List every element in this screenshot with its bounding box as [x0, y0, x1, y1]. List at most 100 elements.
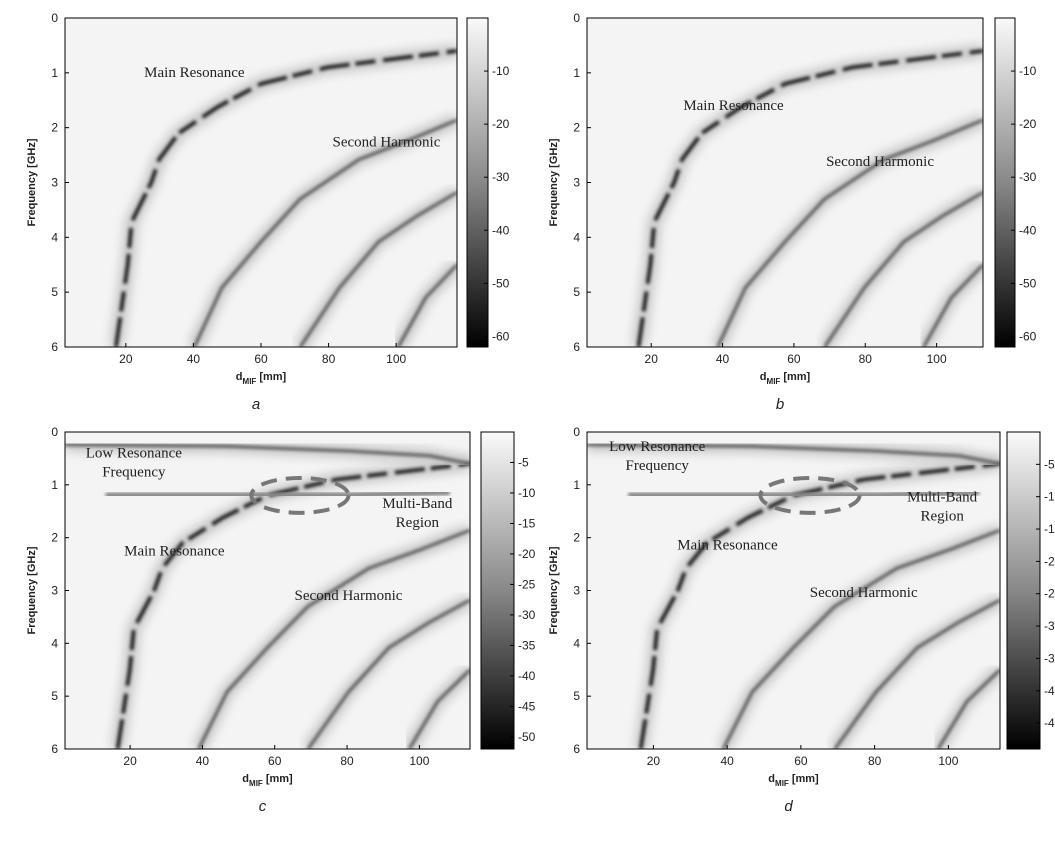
colorbar-tick-label: -50 — [1019, 276, 1037, 290]
annotation: Second Harmonic — [810, 585, 918, 601]
x-tick-label: 20 — [119, 352, 133, 366]
x-tick-label: 60 — [254, 352, 268, 366]
x-tick-label: 20 — [123, 754, 137, 768]
multi-band — [105, 489, 450, 499]
colorbar-tick-label: -10 — [518, 486, 536, 500]
ridge — [113, 48, 457, 347]
colorbar-tick-label: -10 — [1019, 64, 1037, 78]
panel-label: b — [776, 396, 784, 413]
annotation: Frequency — [102, 464, 166, 480]
colorbar-tick-label: -50 — [492, 276, 510, 290]
annotation: Region — [921, 509, 965, 525]
y-axis-label: Frequency [GHz] — [26, 546, 38, 634]
y-tick-label: 3 — [51, 176, 58, 190]
y-tick-label: 6 — [573, 340, 580, 354]
colorbar-tick-label: -40 — [492, 223, 510, 237]
x-axis-label-part: MIF — [243, 377, 257, 386]
x-tick-label: 20 — [645, 352, 659, 366]
x-axis-label-part: [mm] — [783, 371, 810, 383]
colorbar-tick-label: -15 — [518, 516, 536, 530]
x-axis-label-part: [mm] — [792, 773, 819, 785]
ridge — [306, 598, 470, 749]
x-tick-label: 60 — [268, 754, 282, 768]
annotation: Multi-Band — [382, 496, 452, 512]
ridge — [407, 668, 470, 749]
panel-label: c — [259, 798, 267, 815]
annotation: Low Resonance — [609, 439, 706, 455]
colorbar-tick-label: -5 — [518, 455, 529, 469]
multi-band — [628, 489, 980, 499]
ridge — [721, 528, 1000, 749]
y-tick-label: 0 — [573, 425, 580, 439]
colorbar-tick-label: -30 — [1044, 619, 1055, 633]
x-tick-label: 100 — [927, 352, 947, 366]
panel-label: a — [252, 396, 260, 413]
colorbar-tick-label: -20 — [1019, 117, 1037, 131]
y-axis-label: Frequency [GHz] — [26, 138, 38, 226]
ridge — [396, 263, 457, 347]
colorbar-tick-label: -25 — [1044, 587, 1055, 601]
y-axis-label: Frequency [GHz] — [548, 138, 560, 226]
colorbar-tick-label: -60 — [492, 329, 510, 343]
ridge — [833, 598, 1000, 749]
x-axis-label-part: [mm] — [259, 371, 286, 383]
colorbar-tick-label: -10 — [1044, 490, 1055, 504]
y-tick-label: 0 — [573, 11, 580, 25]
colorbar-tick-label: -40 — [1019, 223, 1037, 237]
colorbar-tick-label: -25 — [518, 577, 536, 591]
ridge — [587, 443, 1000, 466]
colorbar — [466, 17, 489, 348]
colorbar-tick-label: -35 — [518, 638, 536, 652]
x-tick-label: 80 — [868, 754, 882, 768]
y-tick-label: 1 — [51, 478, 58, 492]
annotation: Main Resonance — [124, 544, 225, 560]
y-tick-label: 4 — [573, 230, 580, 244]
annotation: Main Resonance — [683, 98, 784, 114]
y-tick-label: 0 — [51, 425, 58, 439]
ridge — [192, 118, 457, 347]
x-tick-label: 20 — [647, 754, 661, 768]
x-tick-label: 100 — [938, 754, 958, 768]
ridge — [716, 118, 983, 347]
colorbar-tick-label: -5 — [1044, 457, 1055, 471]
colorbar-tick-label: -20 — [518, 547, 536, 561]
x-axis-label-part: d — [242, 773, 249, 785]
y-tick-label: 6 — [573, 742, 580, 756]
colorbar-tick-label: -10 — [492, 64, 510, 78]
annotation: Main Resonance — [677, 537, 778, 553]
x-tick-label: 40 — [716, 352, 730, 366]
y-tick-label: 3 — [573, 584, 580, 598]
x-axis-label-part: d — [760, 371, 767, 383]
x-tick-label: 100 — [409, 754, 429, 768]
ridge — [197, 528, 470, 749]
colorbar-tick-label: -30 — [518, 608, 536, 622]
colorbar-tick-label: -45 — [1044, 716, 1055, 730]
heatmap — [587, 437, 1000, 749]
heatmap — [109, 43, 457, 347]
x-tick-label: 100 — [386, 352, 406, 366]
annotation: Low Resonance — [86, 445, 183, 461]
y-axis-label: Frequency [GHz] — [548, 546, 560, 634]
y-tick-label: 2 — [573, 121, 580, 135]
x-axis-label: dMIF [mm] — [242, 773, 293, 788]
y-tick-label: 5 — [51, 285, 58, 299]
y-tick-label: 6 — [51, 742, 58, 756]
highlight-ellipse — [249, 475, 351, 515]
annotation: Region — [396, 515, 440, 531]
heatmap — [631, 43, 983, 347]
colorbar-tick-label: -30 — [1019, 170, 1037, 184]
colorbar-tick-label: -40 — [1044, 684, 1055, 698]
y-tick-label: 6 — [51, 340, 58, 354]
y-tick-label: 1 — [573, 66, 580, 80]
panel-label: d — [784, 798, 793, 815]
ridge — [638, 461, 1000, 749]
ridge — [922, 263, 983, 347]
annotation: Multi-Band — [907, 490, 977, 506]
ridge — [65, 443, 470, 466]
x-axis-label-part: MIF — [249, 779, 263, 788]
